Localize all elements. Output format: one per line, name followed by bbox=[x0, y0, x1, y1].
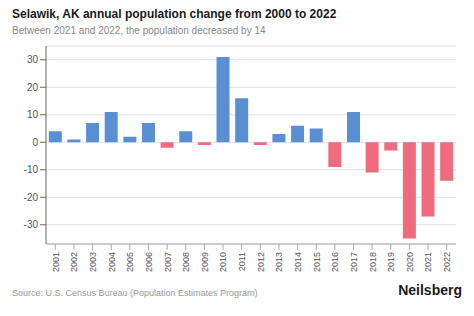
svg-text:2007: 2007 bbox=[163, 252, 173, 272]
svg-text:2009: 2009 bbox=[200, 252, 210, 272]
svg-text:2017: 2017 bbox=[349, 252, 359, 272]
svg-text:2015: 2015 bbox=[312, 252, 322, 272]
svg-text:2005: 2005 bbox=[125, 252, 135, 272]
svg-text:2006: 2006 bbox=[144, 252, 154, 272]
html-text:Source: U.S. Census Bureau (Po: Source: U.S. Census Bureau (Population E… bbox=[12, 288, 258, 298]
html-text:Neilsberg: Neilsberg bbox=[398, 282, 462, 298]
svg-text:-20: -20 bbox=[24, 192, 39, 203]
svg-text:20: 20 bbox=[27, 82, 39, 93]
svg-text:2019: 2019 bbox=[386, 252, 396, 272]
svg-text:2018: 2018 bbox=[368, 252, 378, 272]
html-text:Between 2021 and 2022, the pop: Between 2021 and 2022, the population de… bbox=[12, 25, 266, 36]
svg-text:2001: 2001 bbox=[51, 252, 61, 272]
svg-text:10: 10 bbox=[27, 109, 39, 120]
html-text:Selawik, AK annual population: Selawik, AK annual population change fro… bbox=[12, 7, 337, 21]
svg-text:-10: -10 bbox=[24, 164, 39, 175]
svg-text:2013: 2013 bbox=[274, 252, 284, 272]
svg-text:2014: 2014 bbox=[293, 252, 303, 272]
svg-text:2010: 2010 bbox=[218, 252, 228, 272]
svg-text:2008: 2008 bbox=[181, 252, 191, 272]
svg-text:2012: 2012 bbox=[256, 252, 266, 272]
svg-text:2003: 2003 bbox=[88, 252, 98, 272]
svg-text:2022: 2022 bbox=[442, 252, 452, 272]
svg-text:0: 0 bbox=[32, 137, 38, 148]
svg-text:2002: 2002 bbox=[69, 252, 79, 272]
svg-text:30: 30 bbox=[27, 54, 39, 65]
svg-text:2020: 2020 bbox=[405, 252, 415, 272]
svg-text:2004: 2004 bbox=[107, 252, 117, 272]
svg-text:2021: 2021 bbox=[423, 252, 433, 272]
svg-text:-30: -30 bbox=[24, 219, 39, 230]
svg-text:2011: 2011 bbox=[237, 252, 247, 271]
svg-text:2016: 2016 bbox=[330, 252, 340, 272]
